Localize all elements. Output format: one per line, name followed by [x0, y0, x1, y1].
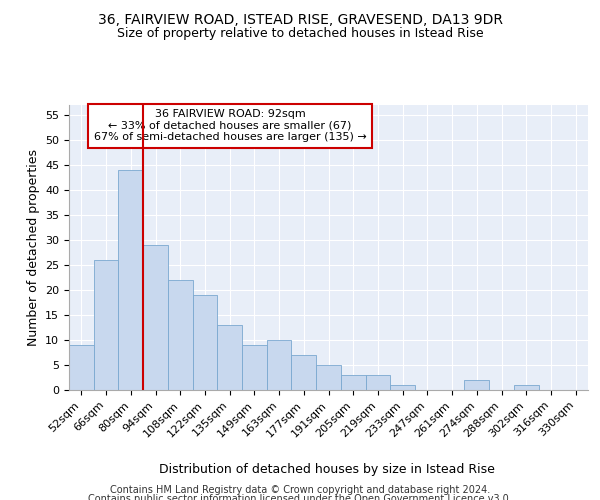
Bar [390, 385, 415, 390]
Bar [365, 375, 390, 390]
Text: Size of property relative to detached houses in Istead Rise: Size of property relative to detached ho… [116, 28, 484, 40]
Text: Contains HM Land Registry data © Crown copyright and database right 2024.: Contains HM Land Registry data © Crown c… [110, 485, 490, 495]
Bar [341, 375, 365, 390]
Text: 36 FAIRVIEW ROAD: 92sqm
← 33% of detached houses are smaller (67)
67% of semi-de: 36 FAIRVIEW ROAD: 92sqm ← 33% of detache… [94, 110, 366, 142]
Bar [143, 245, 168, 390]
Text: Contains public sector information licensed under the Open Government Licence v3: Contains public sector information licen… [88, 494, 512, 500]
Bar [514, 385, 539, 390]
Bar [193, 295, 217, 390]
Bar [292, 355, 316, 390]
Bar [168, 280, 193, 390]
Y-axis label: Number of detached properties: Number of detached properties [26, 149, 40, 346]
Bar [316, 365, 341, 390]
Bar [69, 345, 94, 390]
Bar [118, 170, 143, 390]
Text: 36, FAIRVIEW ROAD, ISTEAD RISE, GRAVESEND, DA13 9DR: 36, FAIRVIEW ROAD, ISTEAD RISE, GRAVESEN… [97, 12, 503, 26]
Bar [94, 260, 118, 390]
Bar [267, 340, 292, 390]
Bar [217, 325, 242, 390]
Bar [464, 380, 489, 390]
Bar [242, 345, 267, 390]
Text: Distribution of detached houses by size in Istead Rise: Distribution of detached houses by size … [159, 462, 495, 475]
